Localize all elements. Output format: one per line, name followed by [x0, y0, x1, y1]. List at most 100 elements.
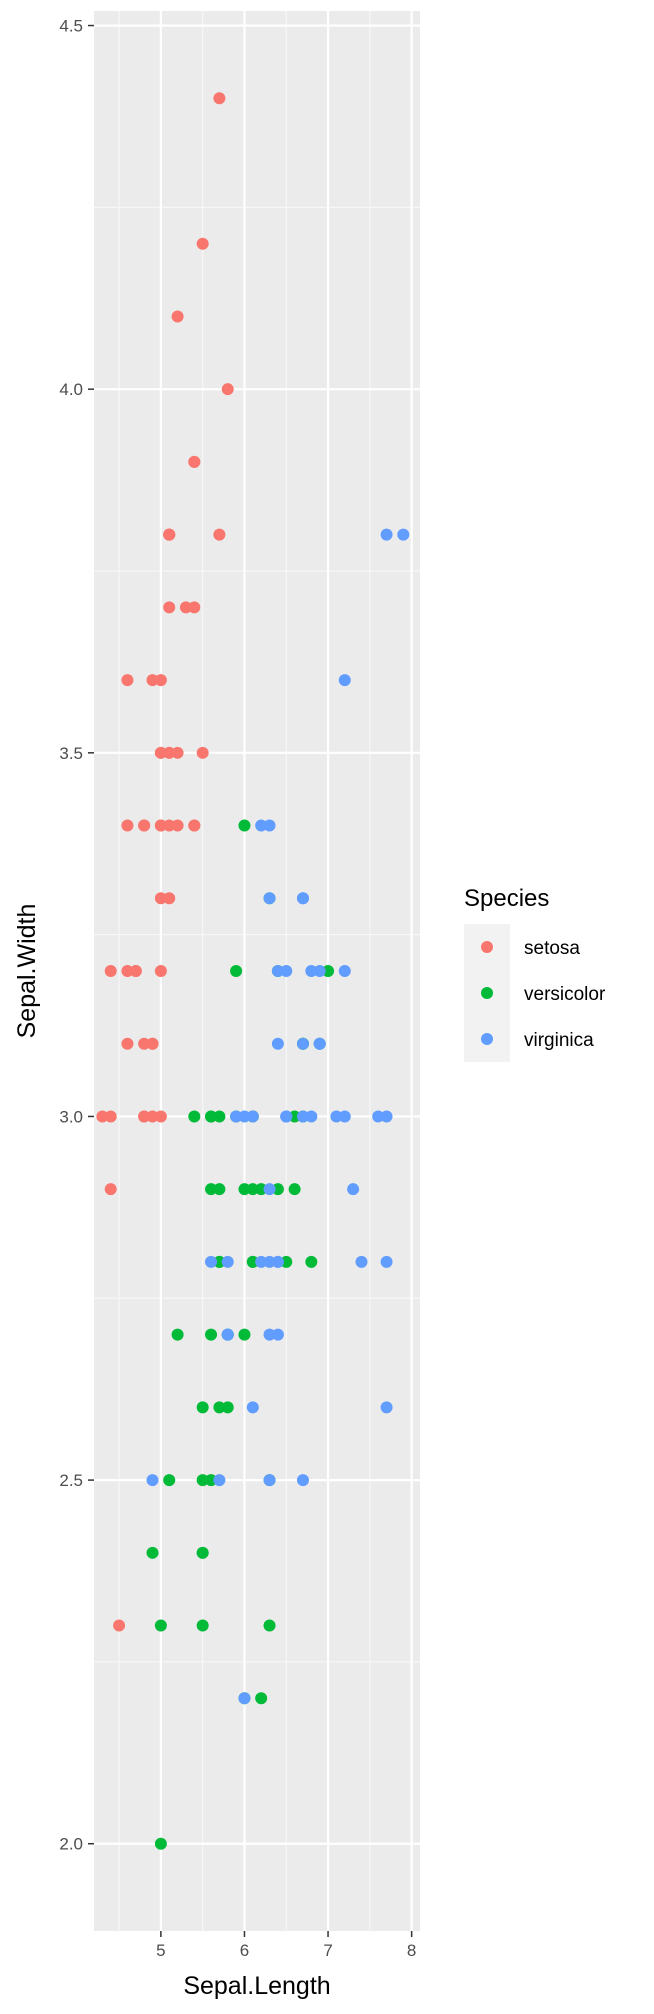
point-versicolor [246, 1183, 259, 1196]
point-virginica [296, 1110, 309, 1123]
point-versicolor [322, 965, 335, 977]
point-versicolor [154, 1837, 167, 1850]
point-versicolor [196, 1546, 209, 1559]
point-setosa [154, 819, 167, 832]
point-setosa [121, 819, 134, 832]
point-virginica [296, 1474, 309, 1487]
point-versicolor [238, 1183, 251, 1196]
y-tick-label: 4.5 [59, 17, 83, 36]
point-virginica [338, 674, 351, 687]
point-versicolor [205, 1474, 218, 1487]
point-virginica [238, 1692, 251, 1705]
point-setosa [121, 674, 134, 687]
y-tick-label: 3.0 [59, 1107, 83, 1126]
point-virginica [263, 1328, 276, 1341]
point-setosa [163, 601, 176, 614]
point-setosa [171, 746, 184, 759]
point-virginica [397, 528, 410, 541]
x-tick-label: 8 [407, 1941, 416, 1960]
point-versicolor [271, 1183, 284, 1196]
point-setosa [163, 819, 176, 832]
x-axis: 5 6 7 8 [156, 1931, 416, 1960]
legend-key-virginica [481, 1033, 493, 1045]
point-versicolor [213, 1183, 226, 1196]
point-versicolor [213, 1110, 226, 1123]
point-virginica [271, 965, 284, 977]
point-versicolor [305, 1255, 318, 1268]
point-setosa [188, 819, 201, 832]
point-virginica [238, 1110, 251, 1123]
point-virginica [296, 892, 309, 905]
point-setosa [188, 601, 201, 614]
point-versicolor [288, 1183, 301, 1196]
point-virginica [263, 892, 276, 905]
point-setosa [163, 746, 176, 759]
point-virginica [221, 1328, 234, 1341]
point-virginica [263, 819, 276, 832]
point-setosa [163, 528, 176, 541]
point-setosa [196, 237, 209, 250]
legend-label-setosa: setosa [524, 938, 580, 959]
point-virginica [330, 1110, 343, 1123]
point-virginica [305, 1110, 318, 1123]
point-virginica [246, 1110, 259, 1123]
point-setosa [104, 965, 117, 977]
point-virginica [263, 1255, 276, 1268]
point-versicolor [154, 1619, 167, 1632]
panel-background [94, 11, 420, 1931]
point-virginica [380, 1255, 393, 1268]
point-virginica [280, 965, 293, 977]
point-virginica [271, 1255, 284, 1268]
point-setosa [213, 528, 226, 541]
point-versicolor [213, 1255, 226, 1268]
point-setosa [146, 1110, 159, 1123]
point-setosa [154, 1110, 167, 1123]
point-virginica [313, 1037, 326, 1050]
point-virginica [313, 965, 326, 977]
y-axis-title: Sepal.Width [13, 904, 41, 1039]
point-virginica [213, 1474, 226, 1487]
point-setosa [221, 383, 234, 396]
point-versicolor [163, 1474, 176, 1487]
point-versicolor [238, 819, 251, 832]
point-virginica [246, 1401, 259, 1414]
point-setosa [213, 92, 226, 105]
point-setosa [96, 1110, 109, 1123]
point-setosa [154, 892, 167, 905]
point-versicolor [205, 1110, 218, 1123]
point-versicolor [188, 1110, 201, 1123]
point-versicolor [196, 1474, 209, 1487]
point-versicolor [171, 1328, 184, 1341]
legend-key-setosa [481, 941, 493, 953]
legend-label-virginica: virginica [524, 1030, 594, 1051]
point-virginica [271, 1328, 284, 1341]
point-setosa [121, 1037, 134, 1050]
legend: Species setosa versicolor virginica [464, 885, 606, 1062]
point-versicolor [255, 1183, 268, 1196]
point-setosa [146, 1037, 159, 1050]
point-versicolor [196, 1401, 209, 1414]
point-virginica [146, 1474, 159, 1487]
point-setosa [171, 310, 184, 323]
point-setosa [179, 601, 192, 614]
legend-title: Species [464, 885, 549, 912]
point-setosa [154, 965, 167, 977]
point-virginica [280, 1110, 293, 1123]
point-setosa [138, 1037, 151, 1050]
x-tick-label: 5 [156, 1941, 165, 1960]
point-versicolor [213, 1401, 226, 1414]
major-gridlines [94, 11, 420, 1931]
point-virginica [263, 1183, 276, 1196]
point-virginica [230, 1110, 243, 1123]
point-versicolor [238, 1328, 251, 1341]
point-setosa [146, 674, 159, 687]
point-virginica [296, 1037, 309, 1050]
point-setosa [154, 746, 167, 759]
point-virginica [380, 1401, 393, 1414]
point-versicolor [205, 1328, 218, 1341]
point-setosa [104, 1110, 117, 1123]
point-setosa [129, 965, 142, 977]
point-versicolor [246, 1255, 259, 1268]
point-virginica [380, 528, 393, 541]
y-tick-label: 2.5 [59, 1471, 83, 1490]
